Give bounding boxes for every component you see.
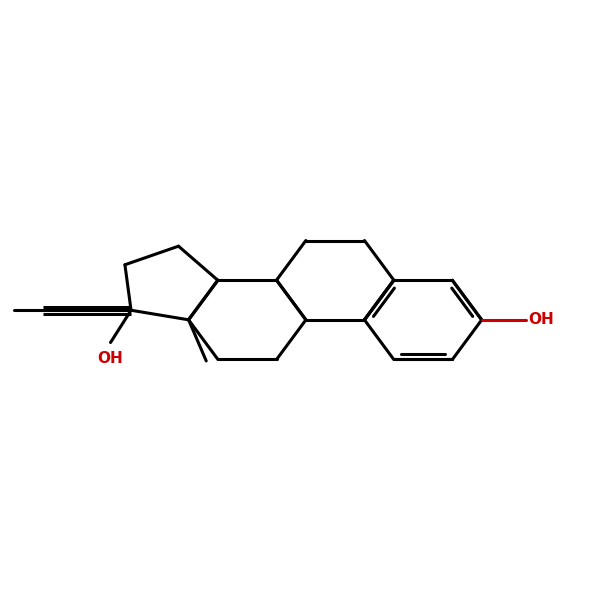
Text: OH: OH — [529, 313, 554, 328]
Text: OH: OH — [98, 351, 124, 366]
